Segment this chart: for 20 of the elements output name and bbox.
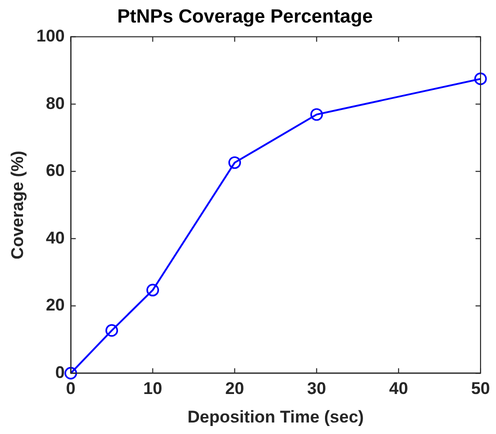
x-tick-label: 50: [471, 379, 490, 398]
point: [64, 366, 78, 380]
x-tick-label: 20: [225, 379, 244, 398]
point: [310, 108, 323, 121]
y-tick-label: 100: [36, 26, 65, 46]
x-tick-label: 30: [307, 379, 326, 398]
point: [105, 324, 118, 337]
y-axis-title: Coverage (%): [8, 150, 27, 260]
y-tick-label: 20: [46, 296, 65, 315]
y-tick-label: 60: [46, 161, 65, 180]
chart-title: PtNPs Coverage Percentage: [117, 6, 373, 28]
x-tick-label: 10: [143, 379, 162, 398]
y-tick-label: 0: [55, 362, 65, 382]
x-tick-label: 40: [389, 379, 408, 398]
x-axis-title: Deposition Time (sec): [187, 407, 364, 426]
point: [228, 156, 241, 169]
y-tick-label: 40: [46, 228, 65, 248]
point: [146, 284, 160, 296]
y-tick-label: 80: [46, 94, 65, 113]
point: [474, 72, 487, 86]
